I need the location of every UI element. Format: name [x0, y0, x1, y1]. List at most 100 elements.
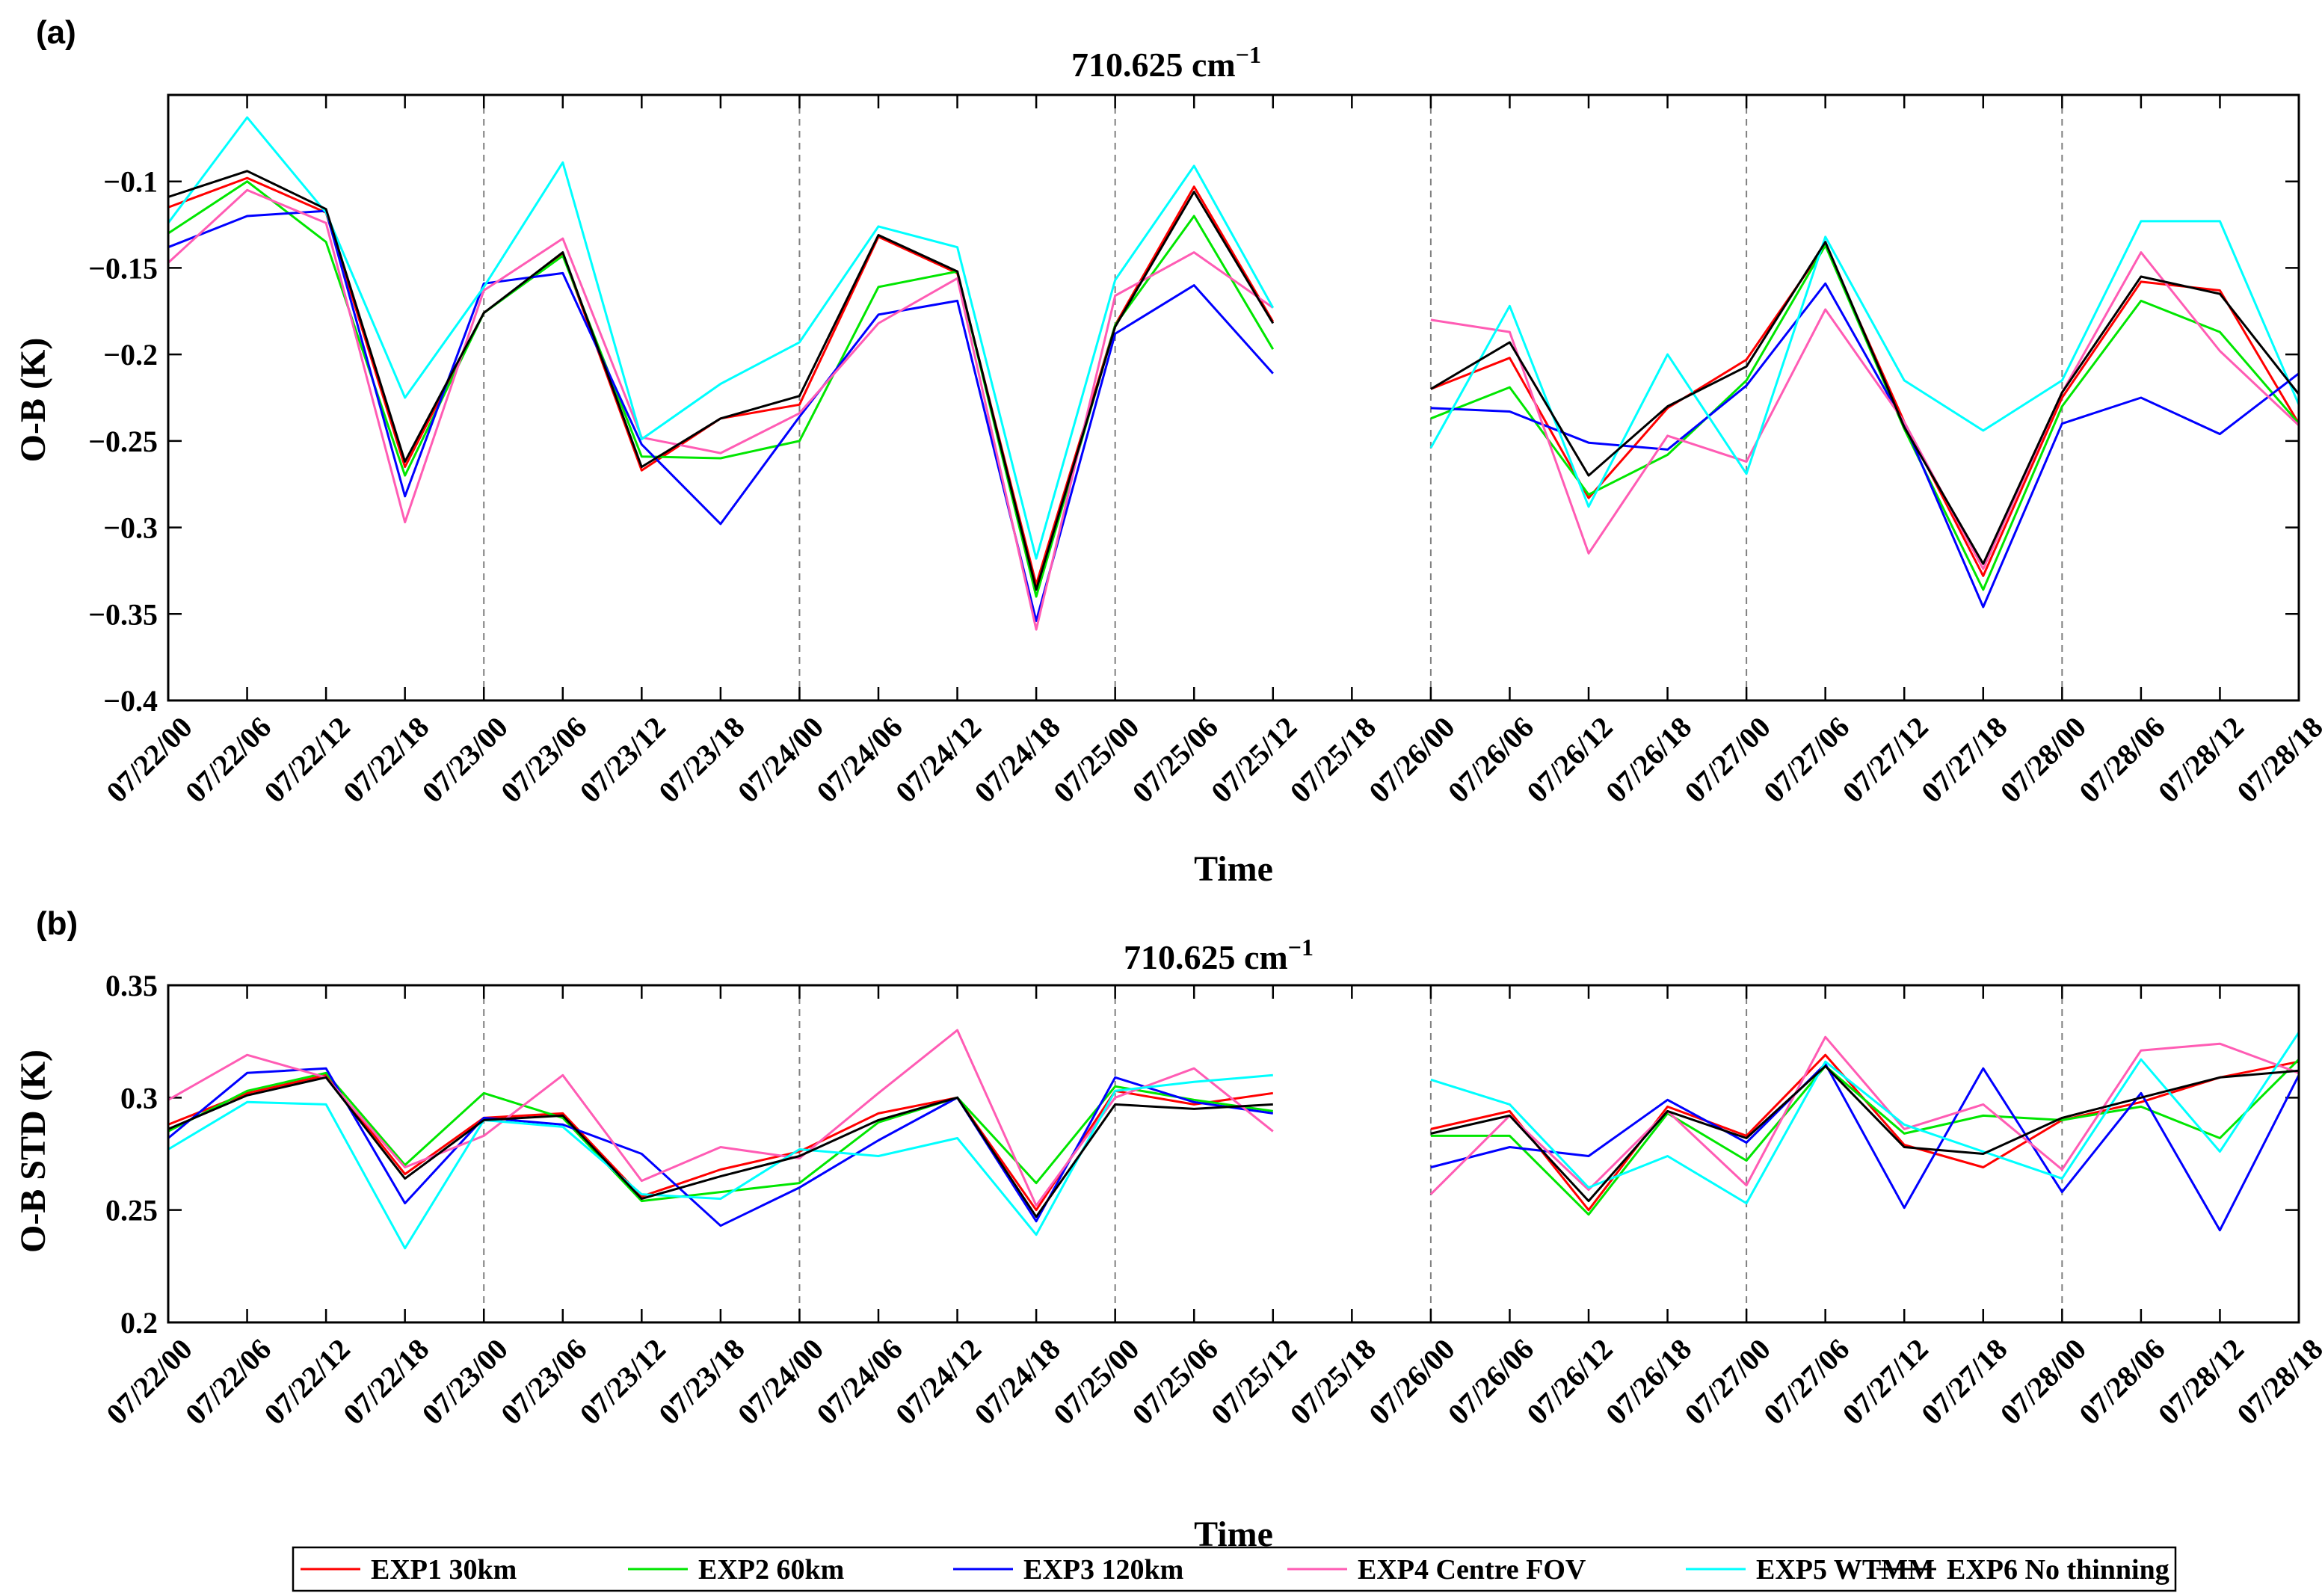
panel-a-xtick-label: 07/22/00	[99, 710, 198, 809]
panel-b-ytick-label: 0.35	[105, 969, 158, 1002]
panel-a-ytick-label: −0.2	[103, 338, 158, 372]
panel-a-xtick-label: 07/25/18	[1284, 710, 1382, 809]
panel-b-xtick-label: 07/23/18	[652, 1332, 751, 1431]
panel-a-xtick-label: 07/23/00	[416, 710, 514, 809]
panel-a-series	[167, 116, 2300, 631]
panel-a-xtick-label: 07/26/12	[1520, 710, 1619, 809]
panel-b-xtick-label: 07/28/00	[1994, 1332, 2092, 1431]
panel-a-xtick-label: 07/28/18	[2230, 710, 2322, 809]
panel-b-series-exp6	[167, 1064, 2300, 1218]
panel-b-xtick-label: 07/27/06	[1757, 1332, 1856, 1431]
panel-a-xtick-label: 07/24/12	[889, 710, 988, 809]
panel-b-xtick-label: 07/27/12	[1836, 1332, 1935, 1431]
legend-items: EXP1 30km EXP2 60km EXP3 120km EXP4 Centre …	[301, 1554, 2169, 1586]
panel-b-xtick-label: 07/27/00	[1678, 1332, 1776, 1431]
panel-a-xtick-label: 07/27/00	[1678, 710, 1776, 809]
legend-label-exp3: EXP3 120km	[1023, 1554, 1183, 1586]
panel-b-xtick-label: 07/25/06	[1126, 1332, 1225, 1431]
panel-b-xtick-label: 07/24/12	[889, 1332, 988, 1431]
legend: EXP1 30km EXP2 60km EXP3 120km EXP4 Centre …	[292, 1546, 2177, 1592]
panel-b-xtick-label: 07/22/18	[336, 1332, 435, 1431]
panel-b-xtick-label: 07/26/00	[1362, 1332, 1461, 1431]
panel-b-xtick-label: 07/26/18	[1599, 1332, 1698, 1431]
panel-b-xtick-label: 07/24/06	[810, 1332, 908, 1431]
panel-b-xtick-label: 07/25/00	[1047, 1332, 1145, 1431]
chart-panel-b: (b) 710.625 cm−1 O-B STD (K) Time 0.20.2…	[13, 905, 2322, 1554]
panel-a-xtick-label: 07/26/00	[1362, 710, 1461, 809]
panel-a-series-exp3	[167, 209, 2300, 622]
panel-a-series-exp5	[167, 116, 2300, 560]
panel-b-xtick-label: 07/27/18	[1915, 1332, 2013, 1431]
panel-a-series-exp2	[167, 180, 2300, 598]
panel-a-xtick-label: 07/28/12	[2152, 710, 2250, 809]
panel-a-xtick-label: 07/27/06	[1757, 710, 1856, 809]
panel-b-ytick-label: 0.25	[105, 1194, 158, 1227]
panel-b-xtick-label: 07/26/06	[1441, 1332, 1540, 1431]
panel-b-series-exp3	[167, 1062, 2300, 1232]
panel-b-label: (b)	[36, 905, 78, 942]
panel-b-series-exp5	[167, 1032, 2300, 1250]
chart-panel-a: (a) 710.625 cm−1 O-B (K) Time −0.4 −0.35 −…	[13, 14, 2322, 889]
panel-b-series-exp4	[167, 1029, 2300, 1207]
panel-a-axes: −0.4−0.35−0.3−0.25−0.2−0.15−0.107/22/000…	[88, 95, 2322, 809]
panel-b-xtick-label: 07/23/12	[573, 1332, 672, 1431]
panel-a-series-exp4	[167, 188, 2300, 631]
panel-a-title: 710.625 cm−1	[1071, 41, 1261, 84]
legend-label-exp2: EXP2 60km	[698, 1554, 844, 1586]
panel-a-series-exp6	[167, 170, 2300, 591]
panel-b-series	[167, 1029, 2300, 1250]
panel-a-ytick-label: −0.4	[103, 684, 158, 718]
panel-a-xtick-label: 07/26/18	[1599, 710, 1698, 809]
panel-a-ytick-label: −0.35	[88, 597, 158, 631]
panel-b-xtick-label: 07/28/18	[2230, 1332, 2322, 1431]
panel-a-ylabel: O-B (K)	[13, 338, 53, 463]
panel-a-xtick-label: 07/26/06	[1441, 710, 1540, 809]
panel-a-frame	[167, 93, 2300, 702]
panel-a-day-separators	[483, 95, 2063, 700]
panel-b-xtick-label: 07/22/06	[179, 1332, 277, 1431]
panel-a-xtick-label: 07/22/18	[336, 710, 435, 809]
panel-a-xtick-label: 07/23/06	[494, 710, 593, 809]
panel-b-xtick-label: 07/28/12	[2152, 1332, 2250, 1431]
panel-b-ylabel: O-B STD (K)	[13, 1050, 53, 1253]
panel-b-xtick-label: 07/23/06	[494, 1332, 593, 1431]
panel-a-xtick-label: 07/23/12	[573, 710, 672, 809]
panel-b-day-separators	[483, 985, 2063, 1322]
panel-a-xtick-label: 07/27/12	[1836, 710, 1935, 809]
panel-b-xtick-label: 07/25/18	[1284, 1332, 1382, 1431]
panel-b-title: 710.625 cm−1	[1124, 934, 1314, 976]
panel-b-frame	[167, 984, 2300, 1324]
panel-b-xtick-label: 07/25/12	[1204, 1332, 1303, 1431]
panel-a-xtick-label: 07/28/06	[2072, 710, 2171, 809]
panel-a-xlabel: Time	[1194, 849, 1273, 889]
panel-a-xtick-label: 07/24/18	[967, 710, 1066, 809]
panel-a-xtick-label: 07/28/00	[1994, 710, 2092, 809]
panel-b-ytick-label: 0.2	[120, 1306, 158, 1340]
panel-b-xtick-label: 07/22/00	[99, 1332, 198, 1431]
panel-a-label: (a)	[36, 14, 76, 51]
panel-b-xtick-label: 07/28/06	[2072, 1332, 2171, 1431]
panel-b-xtick-label: 07/23/00	[416, 1332, 514, 1431]
panel-b-xtick-label: 07/24/18	[967, 1332, 1066, 1431]
panel-a-xtick-label: 07/25/06	[1126, 710, 1225, 809]
panel-a-xtick-label: 07/24/06	[810, 710, 908, 809]
legend-label-exp4: EXP4 Centre FOV	[1358, 1554, 1586, 1586]
panel-b-ytick-label: 0.3	[120, 1081, 158, 1115]
panel-b-xtick-label: 07/24/00	[731, 1332, 830, 1431]
panel-a-xtick-label: 07/23/18	[652, 710, 751, 809]
panel-a-xtick-label: 07/25/00	[1047, 710, 1145, 809]
panel-a-ytick-label: −0.1	[103, 165, 158, 199]
legend-label-exp6: EXP6 No thinning	[1947, 1554, 2169, 1586]
panel-b-series-exp2	[167, 1059, 2300, 1216]
panel-a-ytick-label: −0.15	[88, 251, 158, 285]
panel-a-xtick-label: 07/27/18	[1915, 710, 2013, 809]
panel-b-xtick-label: 07/22/12	[257, 1332, 356, 1431]
panel-a-xtick-label: 07/24/00	[731, 710, 830, 809]
legend-label-exp1: EXP1 30km	[371, 1554, 517, 1586]
legend-box	[292, 1546, 2177, 1592]
panel-a-xtick-label: 07/22/06	[179, 710, 277, 809]
panel-a-xtick-label: 07/22/12	[257, 710, 356, 809]
panel-b-axes: 0.20.250.30.3507/22/0007/22/0607/22/1207…	[99, 969, 2322, 1431]
panel-a-ytick-label: −0.3	[103, 511, 158, 545]
